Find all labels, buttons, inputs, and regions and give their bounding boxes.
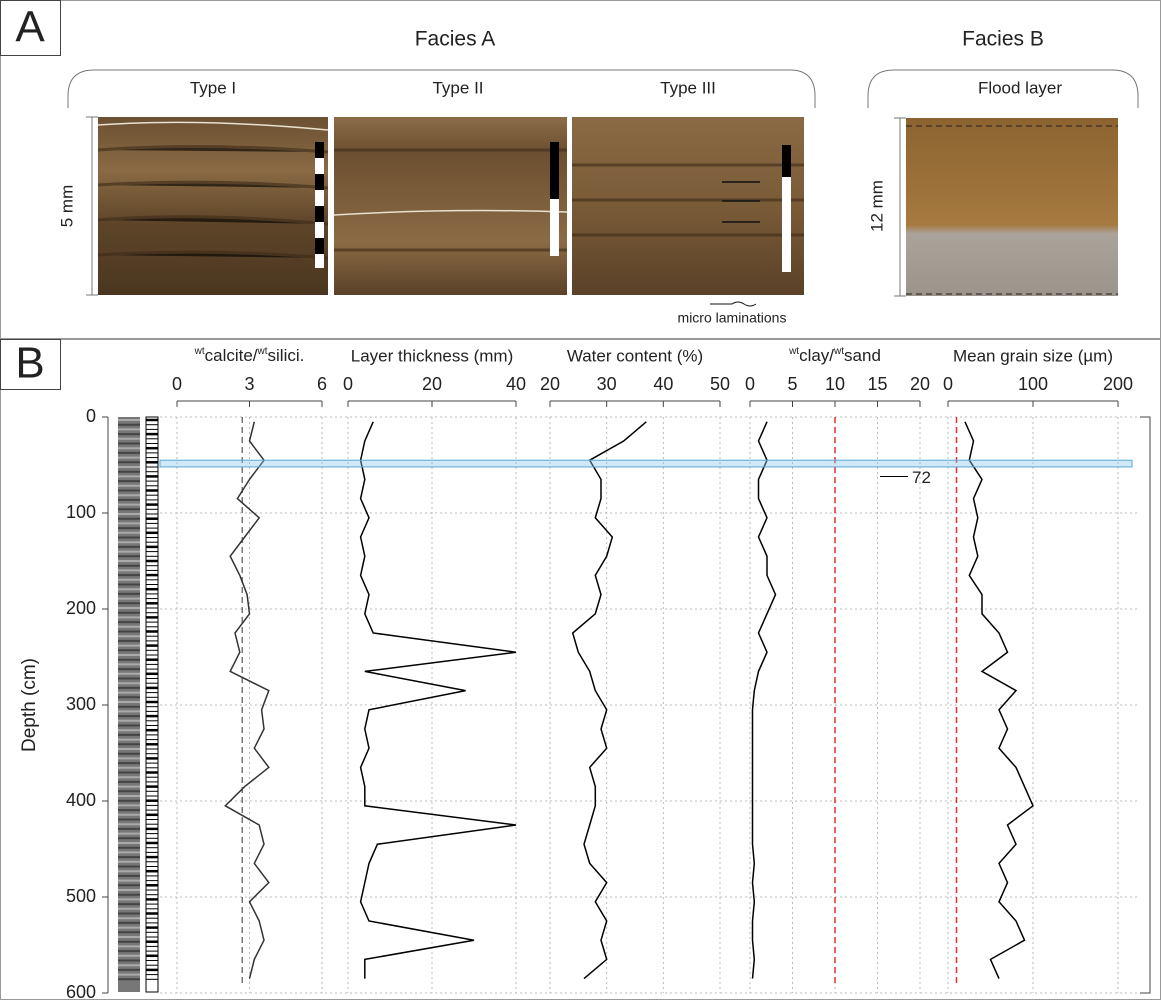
x-tick-label: 20 xyxy=(540,374,560,394)
type-label: Type III xyxy=(660,78,716,97)
boundary xyxy=(906,125,1118,295)
facies-title: Facies A xyxy=(415,28,496,51)
x-tick-label: 10 xyxy=(825,374,845,394)
x-tick-label: 20 xyxy=(422,374,442,394)
panel-a: A Facies A Facies B Type I Type II Type … xyxy=(0,0,1161,339)
y-tick-label: 0 xyxy=(86,406,96,426)
chart-title: Mean grain size (µm) xyxy=(953,346,1113,365)
white-lamina xyxy=(97,121,568,216)
title-part: silici. xyxy=(268,346,305,365)
y-tick-label: 100 xyxy=(66,502,96,522)
data-line xyxy=(359,421,517,979)
scale-label: 12 mm xyxy=(867,180,886,232)
lamination-arrow xyxy=(722,181,760,223)
chart-title: wtclay/wtsand xyxy=(788,346,881,365)
bracket xyxy=(67,69,816,108)
x-tick-label: 200 xyxy=(1103,374,1133,394)
core-image xyxy=(118,417,140,992)
x-tick-label: 5 xyxy=(787,374,797,394)
title-part: sand xyxy=(844,346,881,365)
y-tick-label: 400 xyxy=(66,790,96,810)
bracket xyxy=(1140,416,1151,994)
title-part: wt xyxy=(257,346,268,357)
annotation: micro laminations xyxy=(678,310,787,326)
facies-title: Facies B xyxy=(962,28,1044,51)
chart-title: wtcalcite/wtsilici. xyxy=(194,346,305,365)
data-line xyxy=(751,421,777,979)
scale-line xyxy=(894,117,906,297)
title-part: wt xyxy=(833,346,844,357)
x-tick-label: 40 xyxy=(506,374,526,394)
highlight-band xyxy=(159,459,1133,468)
panel-border xyxy=(0,339,1161,1000)
x-tick-label: 20 xyxy=(910,374,930,394)
panel-label: B xyxy=(15,339,44,388)
lamina-barcode xyxy=(145,416,159,993)
panel-label: A xyxy=(15,3,45,52)
scale-bars xyxy=(315,142,791,272)
photo xyxy=(98,117,328,295)
scale-label: 5 mm xyxy=(57,185,76,228)
panel-label-box xyxy=(0,339,61,390)
title-part: wt xyxy=(788,346,799,357)
y-tick-label: 200 xyxy=(66,598,96,618)
photo xyxy=(334,117,567,295)
y-tick-label: 300 xyxy=(66,694,96,714)
x-tick-label: 3 xyxy=(244,374,254,394)
title-part: calcite/ xyxy=(205,346,258,365)
y-axis-label: Depth (cm) xyxy=(19,658,40,752)
photo xyxy=(906,118,1118,296)
x-tick-label: 6 xyxy=(317,374,327,394)
x-tick-label: 0 xyxy=(943,374,953,394)
x-tick-label: 0 xyxy=(343,374,353,394)
x-tick-label: 50 xyxy=(710,374,730,394)
panel-label-box xyxy=(0,0,61,56)
x-tick-label: 40 xyxy=(653,374,673,394)
x-tick-label: 100 xyxy=(1018,374,1048,394)
title-part: clay/ xyxy=(799,346,834,365)
type-label: Type II xyxy=(432,78,483,97)
annotation: 72 xyxy=(912,468,931,487)
chart-title: Layer thickness (mm) xyxy=(351,346,513,365)
type-label: Type I xyxy=(190,78,236,97)
bracket xyxy=(867,69,1139,108)
x-tick-label: 0 xyxy=(745,374,755,394)
type-label: Flood layer xyxy=(978,78,1062,97)
y-tick-label: 600 xyxy=(66,982,96,1000)
annotation-arrow xyxy=(710,301,757,307)
x-tick-label: 15 xyxy=(867,374,887,394)
x-tick-label: 0 xyxy=(172,374,182,394)
y-tick-label: 500 xyxy=(66,886,96,906)
photo xyxy=(572,117,804,295)
chart-title: Water content (%) xyxy=(567,346,703,365)
panel-b: B xyxy=(0,339,1161,1000)
data-line xyxy=(964,421,1034,979)
data-line xyxy=(571,421,647,980)
data-line xyxy=(224,421,270,979)
x-tick-label: 30 xyxy=(597,374,617,394)
scale-line xyxy=(86,116,98,296)
title-part: wt xyxy=(194,346,205,357)
laminae xyxy=(97,144,804,260)
